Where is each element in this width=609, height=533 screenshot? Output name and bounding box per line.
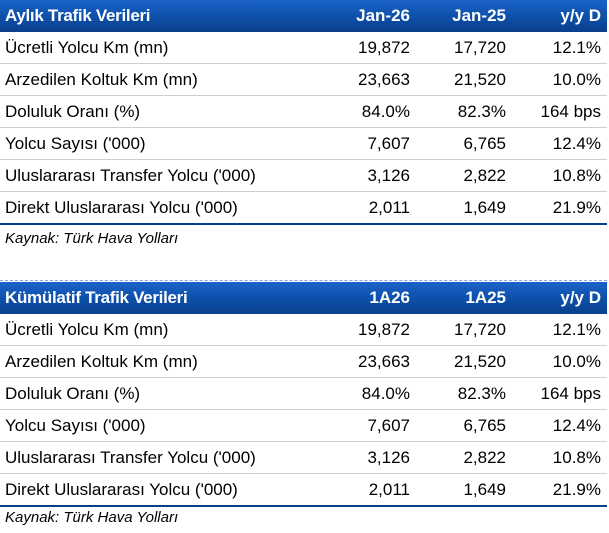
row-label: Uluslararası Transfer Yolcu ('000)	[5, 165, 256, 185]
table-row: Arzedilen Koltuk Km (mn) 23,663 21,520 1…	[0, 346, 607, 378]
row-label: Yolcu Sayısı ('000)	[5, 133, 146, 153]
cell-previous: 1,649	[463, 197, 506, 217]
cell-change: 12.1%	[552, 37, 601, 57]
table-row: Direkt Uluslararası Yolcu ('000) 2,011 1…	[0, 192, 607, 225]
row-label: Direkt Uluslararası Yolcu ('000)	[5, 479, 238, 499]
table-row: Arzedilen Koltuk Km (mn) 23,663 21,520 1…	[0, 64, 607, 96]
row-label: Doluluk Oranı (%)	[5, 383, 141, 403]
header-col-current: 1A26	[369, 288, 410, 307]
cell-previous: 17,720	[454, 37, 506, 57]
cell-change: 164 bps	[540, 383, 602, 403]
divider	[0, 280, 607, 281]
cell-change: 12.4%	[552, 133, 601, 153]
header-col-change: y/y D	[560, 6, 601, 25]
table-row: Direkt Uluslararası Yolcu ('000) 2,011 1…	[0, 474, 607, 507]
cell-current: 2,011	[368, 197, 410, 217]
table-row: Ücretli Yolcu Km (mn) 19,872 17,720 12.1…	[0, 32, 607, 64]
cell-current: 7,607	[367, 133, 410, 153]
table-row: Yolcu Sayısı ('000) 7,607 6,765 12.4%	[0, 410, 607, 442]
cell-previous: 82.3%	[457, 101, 506, 121]
cell-current: 19,872	[358, 319, 410, 339]
cell-current: 3,126	[367, 447, 410, 467]
cell-current: 23,663	[358, 69, 410, 89]
table-row: Uluslararası Transfer Yolcu ('000) 3,126…	[0, 442, 607, 474]
row-label: Yolcu Sayısı ('000)	[5, 415, 146, 435]
row-label: Ücretli Yolcu Km (mn)	[5, 37, 169, 57]
table-row: Uluslararası Transfer Yolcu ('000) 3,126…	[0, 160, 607, 192]
cell-current: 19,872	[358, 37, 410, 57]
row-label: Ücretli Yolcu Km (mn)	[5, 319, 169, 339]
table-row: Ücretli Yolcu Km (mn) 19,872 17,720 12.1…	[0, 314, 607, 346]
table-header: Kümülatif Trafik Verileri 1A26 1A25 y/y …	[0, 282, 607, 314]
cell-current: 2,011	[368, 479, 410, 499]
table-header: Aylık Trafik Verileri Jan-26 Jan-25 y/y …	[0, 0, 607, 32]
cell-previous: 2,822	[463, 447, 506, 467]
cell-current: 84.0%	[361, 383, 410, 403]
cell-current: 23,663	[358, 351, 410, 371]
cell-previous: 17,720	[454, 319, 506, 339]
cell-change: 12.4%	[552, 415, 601, 435]
cell-change: 10.0%	[552, 351, 601, 371]
header-col-previous: 1A25	[465, 288, 506, 307]
cell-previous: 21,520	[454, 351, 506, 371]
header-col-current: Jan-26	[356, 6, 410, 25]
cell-previous: 21,520	[454, 69, 506, 89]
cell-change: 10.8%	[552, 447, 601, 467]
source-note: Kaynak: Türk Hava Yolları	[5, 509, 179, 526]
row-label: Arzedilen Koltuk Km (mn)	[5, 69, 198, 89]
row-label: Uluslararası Transfer Yolcu ('000)	[5, 447, 256, 467]
cell-current: 7,607	[367, 415, 410, 435]
row-label: Doluluk Oranı (%)	[5, 101, 141, 121]
row-label: Arzedilen Koltuk Km (mn)	[5, 351, 198, 371]
header-col-change: y/y D	[560, 288, 601, 307]
header-title: Kümülatif Trafik Verileri	[5, 288, 188, 307]
cell-previous: 2,822	[463, 165, 506, 185]
cell-change: 21.9%	[552, 479, 601, 499]
cell-change: 10.8%	[552, 165, 601, 185]
table-row: Yolcu Sayısı ('000) 7,607 6,765 12.4%	[0, 128, 607, 160]
cell-previous: 6,765	[463, 415, 506, 435]
cell-previous: 6,765	[463, 133, 506, 153]
cell-change: 12.1%	[552, 319, 601, 339]
cell-change: 10.0%	[552, 69, 601, 89]
table-row: Doluluk Oranı (%) 84.0% 82.3% 164 bps	[0, 96, 607, 128]
row-label: Direkt Uluslararası Yolcu ('000)	[5, 197, 238, 217]
cell-previous: 82.3%	[457, 383, 506, 403]
header-col-previous: Jan-25	[452, 6, 506, 25]
cell-previous: 1,649	[463, 479, 506, 499]
source-note: Kaynak: Türk Hava Yolları	[5, 230, 179, 247]
table-row: Doluluk Oranı (%) 84.0% 82.3% 164 bps	[0, 378, 607, 410]
cell-current: 3,126	[367, 165, 410, 185]
cell-change: 21.9%	[552, 197, 601, 217]
header-title: Aylık Trafik Verileri	[5, 6, 151, 25]
cumulative-traffic-table: Kümülatif Trafik Verileri 1A26 1A25 y/y …	[0, 282, 607, 507]
monthly-traffic-table: Aylık Trafik Verileri Jan-26 Jan-25 y/y …	[0, 0, 607, 225]
cell-current: 84.0%	[361, 101, 410, 121]
cell-change: 164 bps	[540, 101, 602, 121]
